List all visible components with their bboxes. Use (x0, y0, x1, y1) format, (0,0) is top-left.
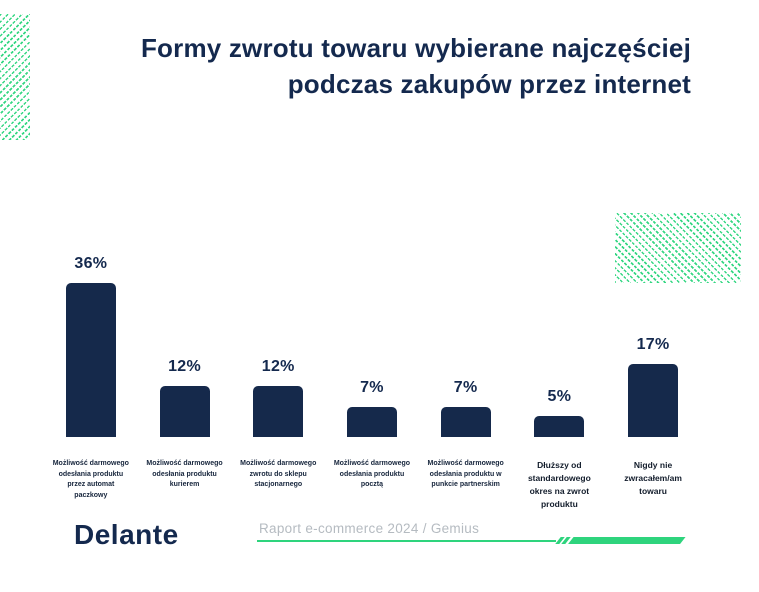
category-label-text: Możliwość darmowego zwrotu do sklepu sta… (240, 460, 317, 488)
category-label: Możliwość darmowego odesłania produktu p… (325, 459, 419, 491)
bar (253, 386, 304, 437)
category-label-text: Możliwość darmowego odesłania produktu k… (146, 460, 223, 488)
value-label: 12% (261, 358, 295, 375)
category-label-text: Nigdy nie zwracałem/am towaru (624, 460, 682, 496)
category-label-text: Możliwość darmowego odesłania produktu p… (52, 460, 129, 499)
category-label: Dłuższy od standardowego okres na zwrot … (513, 459, 607, 511)
source-caption: Raport e-commerce 2024 / Gemius (259, 521, 480, 536)
delante-logo: Delante (74, 519, 179, 550)
bar-group-kurier: 12% (138, 250, 232, 437)
value-label: 5% (547, 388, 572, 405)
bar-group-punkt-partnerski: 7% (419, 250, 513, 437)
bar (440, 407, 491, 437)
chart-title-line1: Formy zwrotu towaru wybierane najczęście… (140, 33, 691, 63)
bar-group-nigdy-nie-zwracalem: 17% (606, 250, 700, 437)
green-accent-bar (568, 536, 686, 543)
category-label-text: Możliwość darmowego odesłania produktu p… (333, 460, 411, 488)
category-label: Nigdy nie zwracałem/am towaru (606, 459, 700, 498)
bar (159, 386, 210, 437)
bar (534, 416, 585, 437)
category-labels: Możliwość darmowego odesłania produktu p… (44, 459, 700, 511)
decor-hatch-top-left-icon (0, 14, 30, 140)
bar-chart: 36% 12% 12% 7% 7% 5% 17% (44, 250, 700, 437)
bar (346, 407, 397, 437)
value-label: 7% (453, 379, 478, 396)
category-label: Możliwość darmowego odesłania produktu w… (419, 459, 513, 491)
bar-group-sklep-stacjonarny: 12% (231, 250, 325, 437)
category-label: Możliwość darmowego odesłania produktu k… (138, 459, 232, 491)
chart-title-line2: podczas zakupów przez internet (287, 69, 691, 99)
value-label: 12% (168, 358, 202, 375)
value-label: 17% (636, 336, 670, 353)
bar (65, 283, 116, 437)
chart-title: Formy zwrotu towaru wybierane najczęście… (100, 30, 691, 102)
category-label: Możliwość darmowego odesłania produktu p… (44, 459, 138, 501)
value-label: 7% (360, 379, 384, 396)
bar (628, 364, 679, 437)
category-label: Możliwość darmowego zwrotu do sklepu sta… (231, 459, 325, 491)
value-label: 36% (74, 255, 108, 272)
bar-group-poczta: 7% (325, 250, 419, 437)
green-underline (257, 540, 556, 542)
category-label-text: Dłuższy od standardowego okres na zwrot … (527, 460, 591, 509)
category-label-text: Możliwość darmowego odesłania produktu w… (427, 460, 504, 488)
bar-group-dluzszy-okres: 5% (513, 250, 607, 437)
bar-group-automat-paczkowy: 36% (44, 250, 138, 437)
decor-hatch-right-icon (615, 213, 741, 283)
